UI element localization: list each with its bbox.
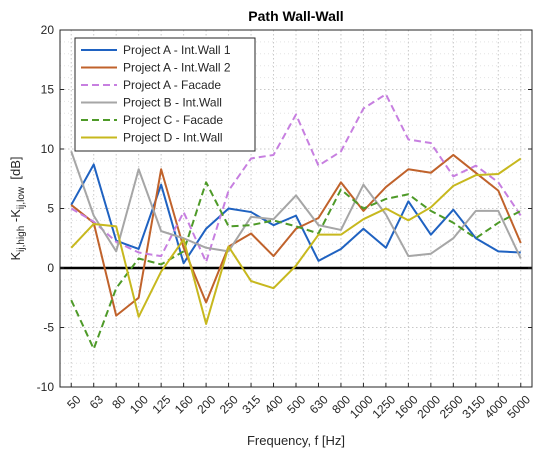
y-label-unit: [dB]: [8, 156, 23, 186]
data-series: [70, 93, 522, 350]
y-tick-label: -5: [43, 321, 54, 335]
y-axis-label: Kij,high -Kij,low [dB]: [8, 156, 27, 260]
legend-label-6: Project D - Int.Wall: [123, 131, 223, 145]
y-label-k1: K: [8, 252, 23, 261]
y-label-mid: -K: [8, 209, 23, 226]
x-axis-label: Frequency, f [Hz]: [247, 433, 345, 448]
y-label-sub2: ij,low: [16, 186, 27, 209]
series-line-3: [70, 93, 522, 264]
legend-label-2: Project A - Int.Wall 2: [123, 61, 231, 75]
series-line-2: [70, 153, 522, 317]
chart-title: Path Wall-Wall: [248, 8, 343, 24]
y-tick-label: 15: [41, 83, 55, 97]
series-line-1: [70, 163, 521, 265]
series-line-4: [70, 151, 522, 259]
legend-label-4: Project B - Int.Wall: [123, 96, 222, 110]
y-tick-label: -10: [37, 380, 55, 394]
y-tick-label: 0: [47, 261, 54, 275]
y-tick-label: 5: [47, 202, 54, 216]
y-tick-label: 20: [41, 23, 55, 37]
grid-lines: [60, 30, 532, 387]
y-axis-tick-labels: -10 -5 0 5 10 15 20: [37, 23, 532, 394]
series-line-6: [70, 157, 522, 325]
legend-label-1: Project A - Int.Wall 1: [123, 43, 231, 57]
legend-label-3: Project A - Facade: [123, 78, 221, 92]
y-tick-label: 10: [41, 142, 55, 156]
legend-label-5: Project C - Facade: [123, 113, 223, 127]
y-label-sub1: ij,high: [16, 226, 27, 252]
legend: Project A - Int.Wall 1 Project A - Int.Wa…: [74, 37, 256, 152]
legend-box: [74, 37, 256, 152]
